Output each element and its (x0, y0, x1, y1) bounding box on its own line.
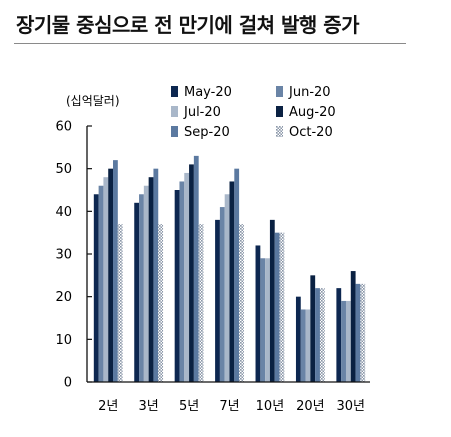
bar-may-20 (93, 194, 99, 382)
y-tick-label: 10 (55, 333, 72, 348)
y-tick-label: 60 (55, 120, 72, 135)
legend-label: Jun-20 (288, 85, 331, 100)
legend-label: May-20 (184, 85, 232, 100)
bar-aug-20 (189, 164, 194, 382)
bar-sep-20 (234, 168, 240, 382)
bar-oct-20 (158, 224, 164, 382)
legend-swatch (276, 86, 283, 97)
legend: May-20 Jun-20 Jul-20 Aug-20 Sep-20 Oct-20 (171, 85, 336, 140)
y-axis: 0 10 20 30 40 50 60 (55, 120, 92, 391)
bar-jul-20 (184, 172, 190, 382)
bar-jun-20 (98, 185, 104, 382)
bar-may-20 (134, 202, 140, 382)
bar-sep-20 (274, 232, 280, 382)
legend-label: Aug-20 (289, 105, 336, 120)
x-tick-label: 10년 (256, 399, 285, 414)
bar-aug-20 (148, 177, 154, 382)
bar-jun-20 (219, 207, 225, 382)
x-tick-label: 5년 (179, 399, 199, 414)
bar-may-20 (336, 288, 342, 382)
bar-jul-20 (345, 300, 351, 382)
bar-jul-20 (143, 185, 149, 382)
bar-jun-20 (179, 181, 185, 382)
bar-may-20 (215, 219, 220, 382)
bar-oct-20 (239, 224, 244, 382)
bar-oct-20 (198, 224, 204, 382)
bar-oct-20 (319, 288, 325, 382)
legend-label: Jul-20 (183, 105, 221, 120)
bar-aug-20 (108, 168, 114, 382)
bar-may-20 (295, 296, 301, 382)
y-tick-label: 40 (55, 205, 72, 220)
y-tick-label: 0 (64, 376, 72, 391)
bar-aug-20 (229, 181, 235, 382)
legend-swatch (276, 106, 283, 117)
y-tick-label: 30 (55, 248, 72, 263)
bar-jun-20 (260, 258, 266, 382)
bar-jul-20 (224, 194, 230, 382)
legend-swatch (171, 86, 178, 97)
legend-swatch (171, 126, 178, 137)
x-tick-label: 2년 (98, 399, 118, 414)
bar-jun-20 (341, 300, 346, 382)
bar-sep-20 (315, 288, 320, 382)
bar-jul-20 (305, 309, 311, 382)
y-tick-label: 20 (55, 290, 72, 305)
bar-oct-20 (117, 224, 123, 382)
x-axis: 2년 3년 5년 7년 10년 20년 30년 (87, 381, 370, 414)
x-tick-label: 30년 (337, 399, 366, 414)
legend-swatch (171, 106, 178, 117)
bar-jun-20 (300, 309, 306, 382)
bar-oct-20 (279, 232, 285, 382)
bar-may-20 (255, 245, 261, 382)
bar-sep-20 (153, 168, 159, 382)
bar-jun-20 (139, 194, 144, 382)
x-tick-label: 20년 (296, 399, 325, 414)
unit-label: (십억달러) (66, 94, 120, 108)
legend-label: Sep-20 (184, 125, 230, 140)
bar-sep-20 (113, 160, 118, 382)
bar-oct-20 (360, 283, 366, 382)
bar-jul-20 (103, 177, 109, 382)
legend-label: Oct-20 (289, 125, 333, 140)
bar-sep-20 (193, 155, 199, 382)
x-tick-label: 7년 (219, 399, 239, 414)
bar-sep-20 (355, 283, 361, 382)
bar-may-20 (174, 190, 180, 382)
bar-aug-20 (269, 219, 275, 382)
bar-aug-20 (350, 271, 356, 382)
bars (93, 155, 366, 382)
bar-jul-20 (265, 258, 270, 382)
bar-aug-20 (310, 275, 316, 382)
chart-title: 장기물 중심으로 전 만기에 걸쳐 발행 증가 (16, 13, 360, 37)
x-tick-label: 3년 (139, 399, 159, 414)
title-underline (14, 43, 406, 44)
y-tick-label: 50 (55, 162, 72, 177)
legend-swatch (276, 126, 283, 137)
